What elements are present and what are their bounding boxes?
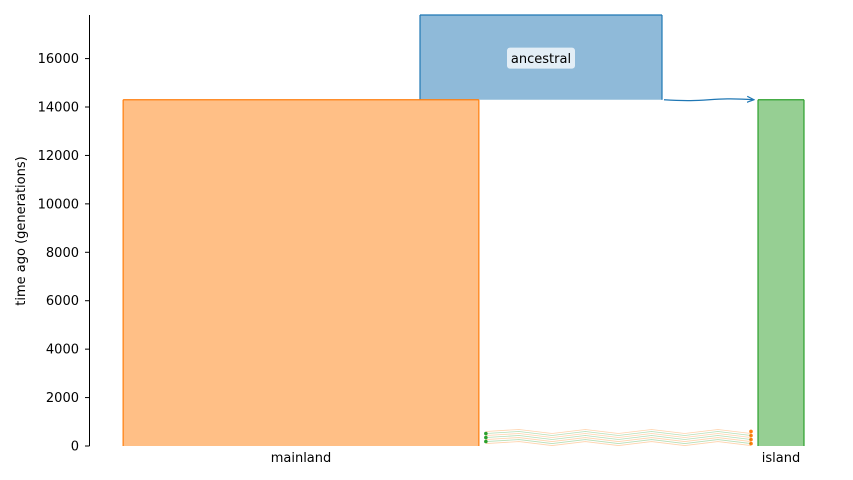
population-outline-mainland <box>122 99 480 446</box>
migration-endpoint <box>749 429 753 434</box>
ancestry-arrow <box>663 99 754 101</box>
labels-layer: ancestral mainland island <box>271 47 800 466</box>
population-outline-island <box>757 99 805 446</box>
y-tick-label: 2000 <box>46 391 79 406</box>
y-axis-label: time ago (generations) <box>14 156 29 305</box>
migration-endpoint <box>484 439 488 444</box>
migration-endpoint <box>484 431 488 436</box>
population-box-island <box>758 99 804 446</box>
y-tick-label: 12000 <box>38 149 79 164</box>
migration-endpoint <box>484 435 488 440</box>
y-ticks: 0 2000 4000 6000 8000 10000 12000 14000 16000 <box>38 52 90 455</box>
migration-line <box>485 435 752 440</box>
y-tick-label: 16000 <box>38 52 79 67</box>
population-box-mainland <box>123 99 479 446</box>
migration-endpoint <box>749 437 753 442</box>
y-tick-label: 0 <box>71 440 79 455</box>
migrations-layer <box>484 429 753 446</box>
x-tick-label-mainland: mainland <box>271 451 332 466</box>
migration-line <box>485 433 752 438</box>
migration-line <box>485 441 752 446</box>
migration-line <box>485 439 752 444</box>
population-label-ancestral: ancestral <box>511 52 571 67</box>
y-tick-label: 8000 <box>46 246 79 261</box>
migration-line <box>485 431 752 436</box>
x-tick-label-island: island <box>762 451 800 466</box>
y-tick-label: 4000 <box>46 343 79 358</box>
population-label-bg-ancestral <box>507 47 575 69</box>
y-tick-label: 14000 <box>38 101 79 116</box>
populations-layer <box>122 14 805 446</box>
migration-line <box>485 437 752 442</box>
y-tick-label: 10000 <box>38 197 79 212</box>
migration-endpoint <box>749 433 753 438</box>
y-tick-label: 6000 <box>46 294 79 309</box>
ancestry-arrow-layer <box>663 99 754 101</box>
migration-line <box>485 429 752 434</box>
migration-endpoint <box>749 441 753 446</box>
population-outline-ancestral <box>419 14 663 100</box>
